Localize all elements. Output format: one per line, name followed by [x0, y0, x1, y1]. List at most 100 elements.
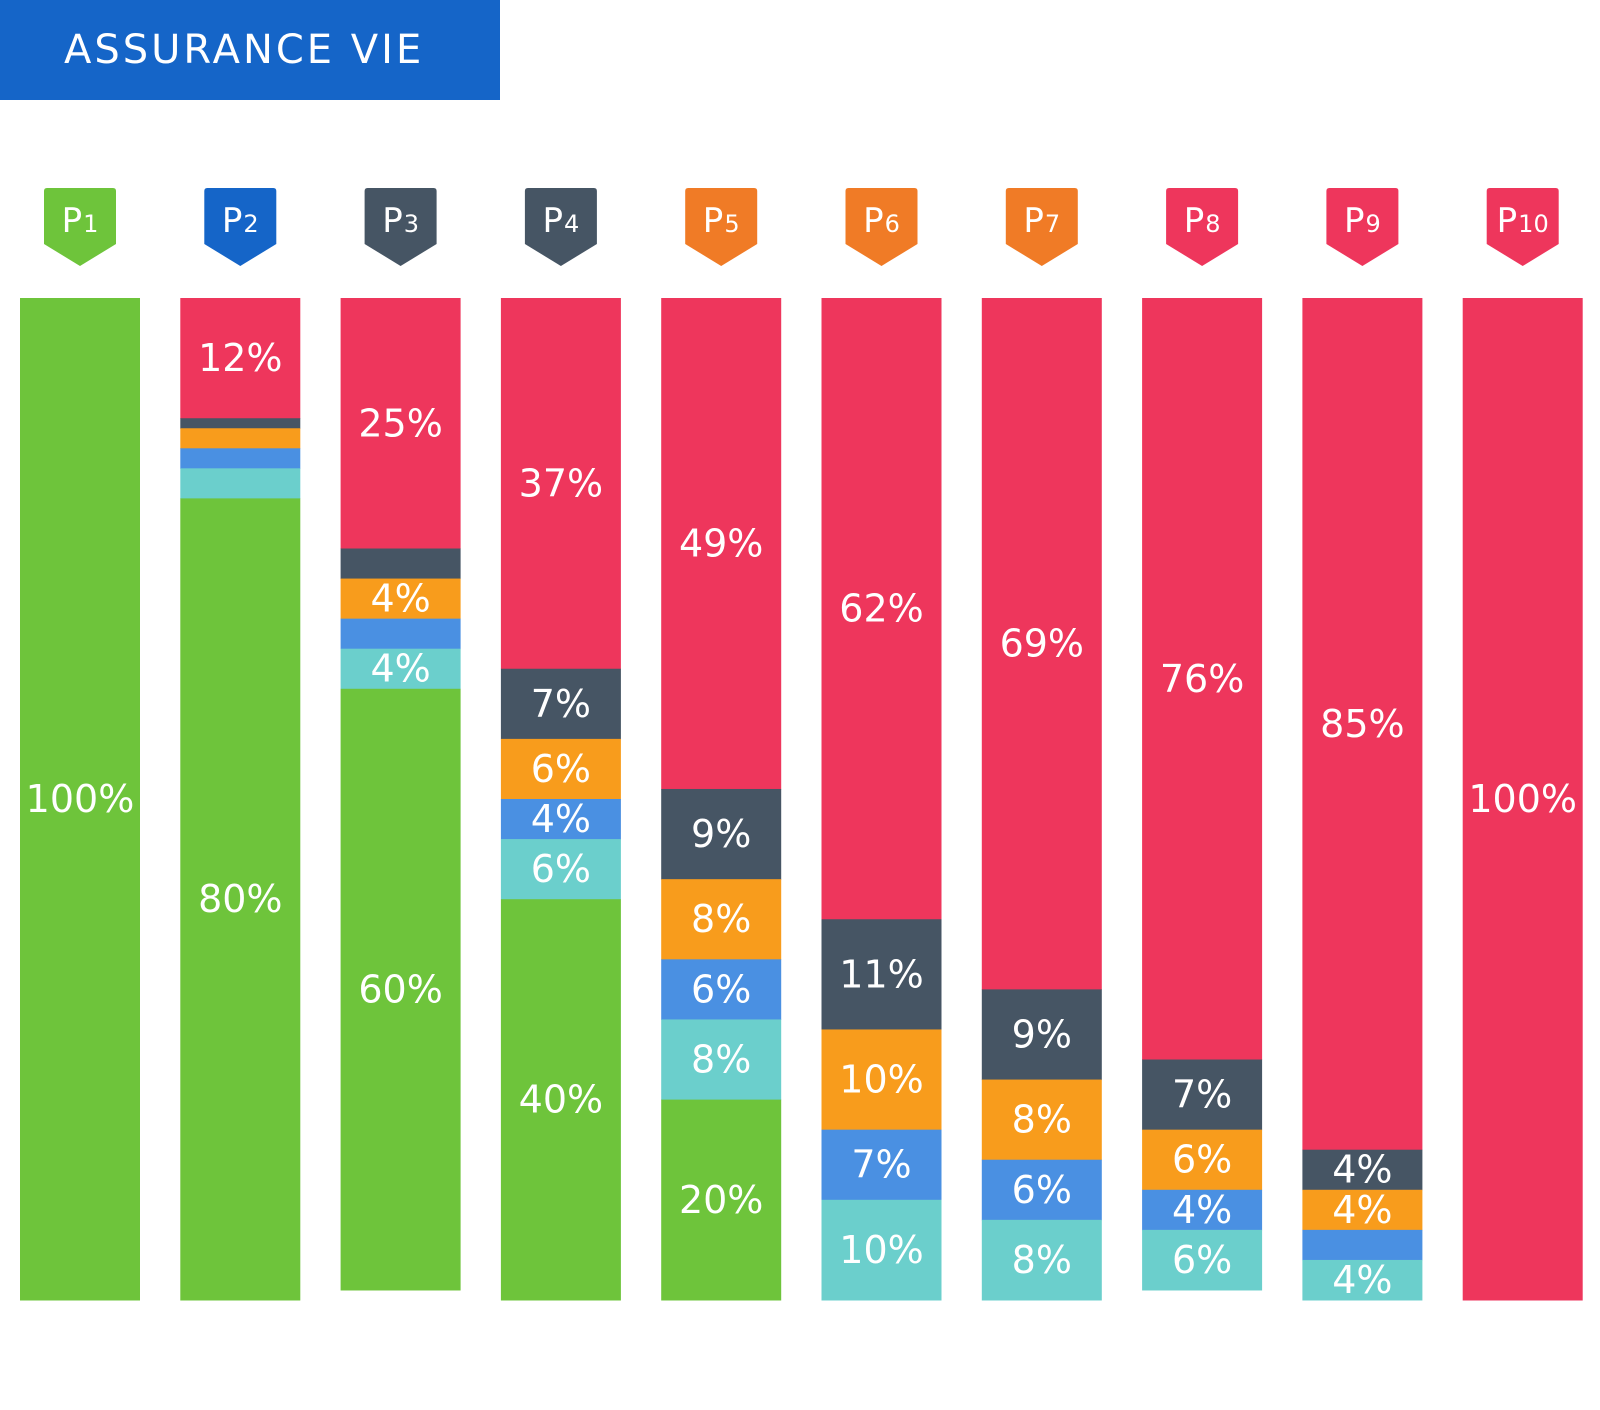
data-label-p2-red: 12% — [198, 336, 282, 380]
badge-label-p6: P6 — [863, 201, 900, 241]
bar-p5-dark — [661, 788, 782, 880]
category-badges: P1 P2 P3 P4 P5 P6 P7 P8 P9 P10 — [44, 188, 1559, 266]
bar-p3-green — [340, 688, 461, 1291]
badge-label-p10: P10 — [1497, 201, 1549, 241]
data-label-p7-dark: 9% — [1012, 1012, 1072, 1056]
bar-p4-red — [500, 298, 621, 670]
badge-p7-icon — [1005, 188, 1078, 266]
bar-p3-teal — [340, 648, 461, 690]
badge-p4-icon — [524, 188, 597, 266]
data-label-p1-green: 100% — [26, 777, 135, 821]
data-label-p9-orange: 4% — [1332, 1188, 1392, 1232]
data-label-p6-dark: 11% — [839, 952, 923, 996]
data-label-p7-teal: 8% — [1012, 1238, 1072, 1282]
bar-p4-blue — [500, 799, 621, 840]
data-label-p8-orange: 6% — [1172, 1138, 1232, 1182]
badge-label-p3: P3 — [382, 201, 419, 241]
data-label-p8-dark: 7% — [1172, 1073, 1232, 1117]
bar-p3-blue — [340, 618, 461, 650]
bar-p7-teal — [981, 1219, 1102, 1301]
data-label-p7-orange: 8% — [1012, 1098, 1072, 1142]
bar-p9-teal — [1302, 1259, 1423, 1301]
bar-p8-red — [1142, 298, 1263, 1061]
data-label-p6-blue: 7% — [851, 1143, 911, 1187]
bar-p6-dark — [821, 919, 942, 1030]
data-label-p3-teal: 4% — [370, 647, 430, 691]
bars — [20, 298, 1583, 1301]
badge-label-p9: P9 — [1344, 201, 1381, 241]
data-label-p6-teal: 10% — [839, 1228, 923, 1272]
bar-p8-dark — [1142, 1059, 1263, 1131]
bar-p9-blue — [1302, 1229, 1423, 1261]
bar-p7-blue — [981, 1159, 1102, 1221]
badge-p9-icon — [1326, 188, 1399, 266]
data-label-p6-red: 62% — [839, 587, 923, 631]
bar-p6-blue — [821, 1129, 942, 1201]
data-label-p8-teal: 6% — [1172, 1238, 1232, 1282]
bar-p5-orange — [661, 879, 782, 960]
bar-p9-red — [1302, 298, 1423, 1151]
bar-p5-teal — [661, 1019, 782, 1101]
data-label-p3-orange: 4% — [370, 577, 430, 621]
badge-p3-icon — [364, 188, 437, 266]
bar-p7-red — [981, 298, 1102, 990]
data-label-p7-red: 69% — [1000, 622, 1084, 666]
data-label-p2-green: 80% — [198, 877, 282, 921]
badge-label-p2: P2 — [222, 201, 259, 241]
bar-p3-orange — [340, 578, 461, 620]
badge-label-p8: P8 — [1184, 201, 1221, 241]
bar-p8-orange — [1142, 1129, 1263, 1191]
data-label-p4-teal: 6% — [531, 847, 591, 891]
bar-p2-orange — [180, 428, 301, 449]
bar-p10-red — [1462, 298, 1583, 1301]
data-label-p5-orange: 8% — [691, 897, 751, 941]
title-banner: ASSURANCE VIE — [0, 0, 500, 100]
data-label-p7-blue: 6% — [1012, 1168, 1072, 1212]
bar-p8-teal — [1142, 1229, 1263, 1291]
bar-p4-teal — [500, 839, 621, 900]
badge-label-p1: P1 — [62, 201, 99, 241]
bar-p9-orange — [1302, 1189, 1423, 1231]
data-label-p3-red: 25% — [358, 401, 442, 445]
data-label-p5-teal: 8% — [691, 1038, 751, 1082]
data-label-p9-teal: 4% — [1332, 1258, 1392, 1302]
bar-p5-red — [661, 298, 782, 790]
badge-p6-icon — [845, 188, 918, 266]
bar-p9-dark — [1302, 1149, 1423, 1191]
badge-label-p5: P5 — [703, 201, 740, 241]
bar-p2-red — [180, 298, 301, 419]
data-label-p4-dark: 7% — [531, 682, 591, 726]
bar-p2-dark — [180, 418, 301, 429]
bar-p4-green — [500, 899, 621, 1301]
bar-p1-green — [20, 298, 140, 1301]
data-label-p5-red: 49% — [679, 521, 763, 565]
data-label-p8-blue: 4% — [1172, 1188, 1232, 1232]
badge-p2-icon — [204, 188, 277, 266]
data-label-p4-red: 37% — [519, 461, 603, 505]
data-label-p9-dark: 4% — [1332, 1148, 1392, 1192]
badge-p5-icon — [685, 188, 758, 266]
bar-p5-green — [661, 1099, 782, 1301]
segment-labels: 100%12%80%25%4%4%60%37%7%6%4%6%40%49%9%8… — [26, 336, 1577, 1302]
chart-title: ASSURANCE VIE — [64, 27, 425, 73]
bar-p6-red — [821, 298, 942, 920]
bar-p2-blue — [180, 448, 301, 469]
badge-label-p4: P4 — [543, 201, 580, 241]
data-label-p4-orange: 6% — [531, 747, 591, 791]
data-label-p10-red: 100% — [1468, 777, 1577, 821]
data-label-p4-blue: 4% — [531, 797, 591, 841]
bar-p5-blue — [661, 959, 782, 1020]
data-label-p3-green: 60% — [358, 967, 442, 1011]
data-label-p5-green: 20% — [679, 1178, 763, 1222]
bar-p2-green — [180, 498, 301, 1301]
data-label-p5-blue: 6% — [691, 967, 751, 1011]
bar-p7-orange — [981, 1079, 1102, 1161]
bar-p3-dark — [340, 548, 461, 580]
data-label-p8-red: 76% — [1160, 657, 1244, 701]
badge-p8-icon — [1166, 188, 1239, 266]
data-label-p4-green: 40% — [519, 1078, 603, 1122]
bar-p3-red — [340, 298, 461, 549]
badge-p10-icon — [1486, 188, 1559, 266]
bar-p6-teal — [821, 1199, 942, 1301]
bar-p8-blue — [1142, 1189, 1263, 1231]
